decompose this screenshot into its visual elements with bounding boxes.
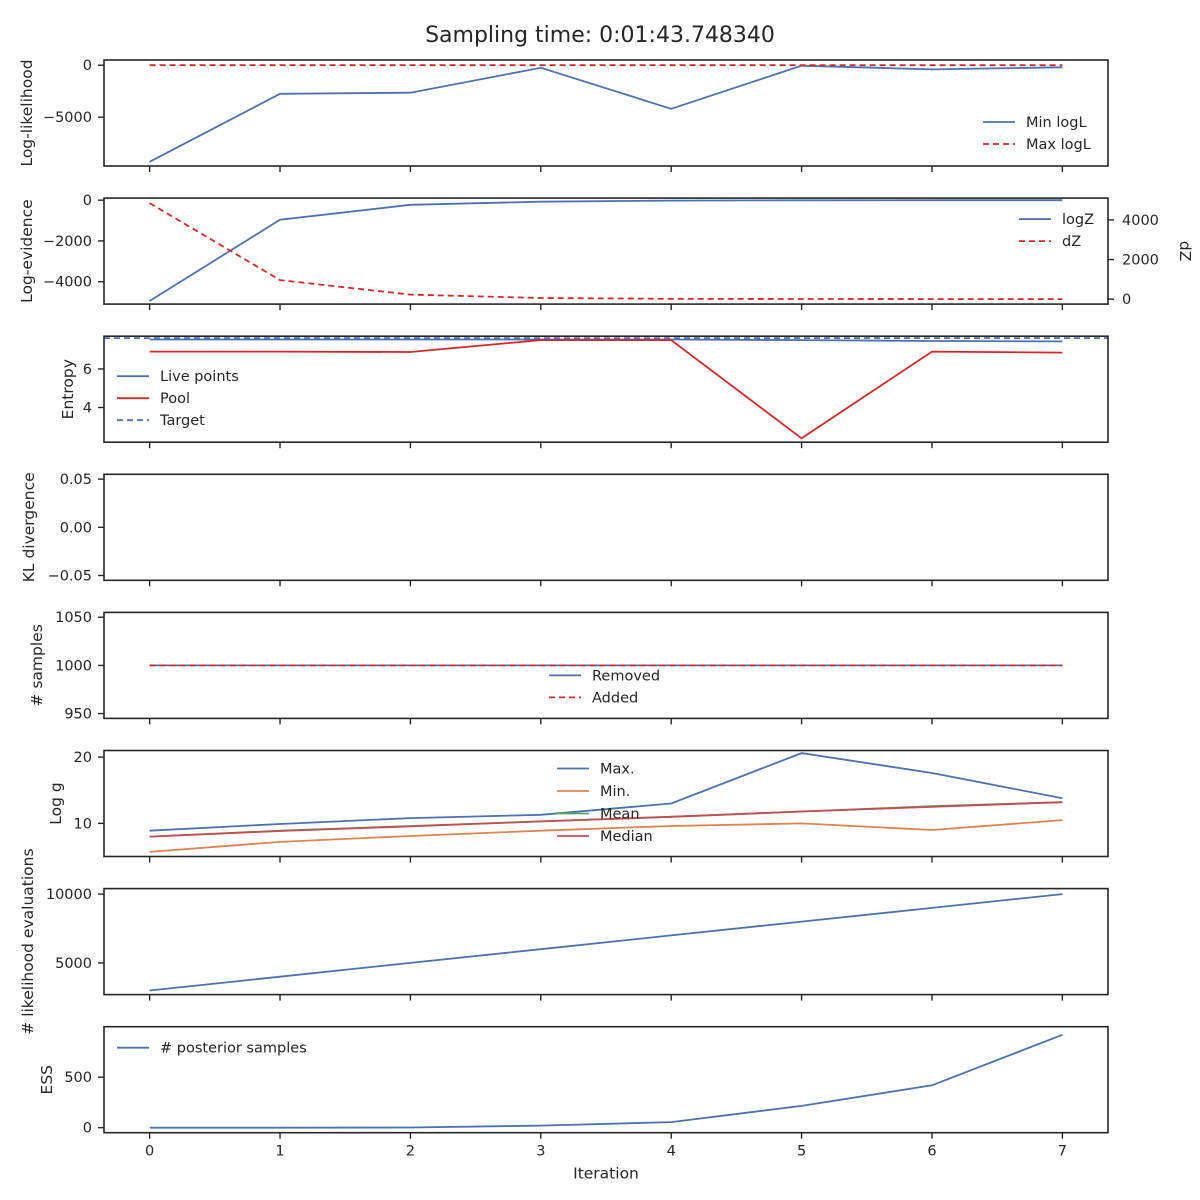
y-tick-label: −2000 [43, 234, 92, 250]
y2-tick-label: 4000 [1122, 213, 1159, 229]
y-tick-label: 950 [64, 707, 92, 723]
legend-label: # posterior samples [160, 1041, 307, 1057]
y-axis-label: Log-likelihood [18, 59, 36, 166]
series-line-median [149, 801, 1063, 838]
y-axis-label: Log g [47, 782, 65, 824]
y-tick-label: 20 [74, 750, 92, 766]
subplot-frame [103, 335, 1109, 444]
y-tick-label: 1000 [55, 658, 92, 674]
subplot-frame [103, 749, 1109, 858]
subplot-3: 4 6 Entropy Live points Pool Target [59, 335, 1109, 449]
legend-label: Min logL [1026, 115, 1087, 131]
x-axis-label: Iteration [573, 1165, 639, 1183]
y-axis-label: Log-evidence [18, 199, 36, 303]
y-axis-label: # samples [28, 624, 46, 706]
y-axis-label: ESS [38, 1065, 56, 1094]
subplot-stack: 0 −5000 Log-likelihood Min logL Max logL 0 −20… [18, 58, 1194, 1183]
legend-label: Min. [600, 784, 630, 800]
subplot-frame [103, 473, 1109, 582]
legend-label: logZ [1062, 212, 1094, 228]
subplot-5: 1050 1000 950 # samples Removed Added [28, 610, 1109, 725]
x-tick-label: 0 [145, 1144, 154, 1160]
subplot-frame [103, 197, 1109, 305]
y-tick-label: −4000 [43, 275, 92, 291]
y-tick-label: −5000 [43, 110, 92, 126]
figure-title: Sampling time: 0:01:43.748340 [425, 23, 775, 48]
subplot-lines [149, 893, 1063, 992]
legend-label: Max logL [1026, 137, 1091, 153]
x-tick-label: 3 [536, 1144, 545, 1160]
series-line-min [149, 819, 1063, 853]
legend: Removed Added [549, 668, 660, 706]
subplot-8: 0 1 2 3 4 5 6 7 500 0 ESS Iteration # posterior samp… [38, 1025, 1109, 1183]
y2-axis-label: dZ [1176, 241, 1194, 261]
y-tick-label: 1050 [55, 610, 92, 626]
y-tick-label: 0 [83, 1121, 92, 1137]
y-tick-label: 4 [83, 401, 92, 417]
subplot-4: 0.05 0.00 −0.05 KL divergence [20, 472, 1109, 587]
legend: Min logL Max logL [983, 115, 1091, 153]
subplot-1: 0 −5000 Log-likelihood Min logL Max logL [18, 58, 1109, 172]
x-tick-label: 1 [275, 1144, 284, 1160]
subplot-lines [149, 752, 1063, 853]
legend-label: dZ [1062, 234, 1081, 250]
x-tick-label: 4 [667, 1144, 676, 1160]
y-tick-label: 0 [83, 58, 92, 74]
y-axis-label: KL divergence [20, 472, 38, 582]
series-line-main [149, 893, 1063, 992]
series-line-logz [149, 199, 1063, 302]
y-tick-label: 5000 [55, 956, 92, 972]
y-tick-label: 10 [74, 816, 92, 832]
legend-label: Max. [600, 762, 635, 778]
legend-label: Live points [160, 369, 239, 385]
legend-label: Added [592, 690, 638, 706]
y-tick-label: 6 [83, 362, 92, 378]
subplot-2: 0 −2000 −4000 0 2000 4000 dZ Log-evidence logZ dZ [18, 193, 1194, 311]
legend-label: Pool [160, 391, 190, 407]
subplot-frame [103, 1025, 1109, 1134]
subplot-6: 20 10 Log g Max. Min. Mean Median [47, 749, 1109, 863]
series-line-dz [149, 202, 1063, 301]
legend: # posterior samples [117, 1041, 307, 1057]
y2-tick-label: 2000 [1122, 253, 1159, 269]
y-tick-label: 0 [83, 193, 92, 209]
legend: Max. Min. Mean Median [557, 762, 653, 845]
legend-label: Removed [592, 668, 660, 684]
x-tick-label: 2 [406, 1144, 415, 1160]
series-line-min-logl [149, 64, 1063, 163]
subplot-lines [149, 199, 1063, 302]
y-tick-label: 10000 [46, 887, 92, 903]
y-tick-label: 0.05 [60, 472, 92, 488]
subplot-lines [104, 337, 1108, 440]
series-line-pool [149, 339, 1063, 440]
subplot-frame [103, 59, 1109, 167]
subplot-lines [149, 64, 1063, 163]
series-line-posterior-samples [149, 1033, 1063, 1129]
y-tick-label: 500 [64, 1070, 92, 1086]
subplot-7: 10000 5000 # likelihood evaluations [19, 848, 1109, 1035]
x-tick-label: 5 [797, 1144, 806, 1160]
legend: Live points Pool Target [117, 369, 239, 429]
y2-tick-label: 0 [1122, 292, 1131, 308]
series-line-max [149, 752, 1063, 832]
legend-label: Median [600, 829, 653, 845]
x-tick-label: 7 [1058, 1144, 1067, 1160]
x-tick-label: 6 [927, 1144, 936, 1160]
subplot-lines [149, 1033, 1063, 1129]
legend: logZ dZ [1019, 212, 1094, 250]
y-axis-label: Entropy [59, 359, 77, 419]
legend-label: Mean [600, 807, 640, 823]
subplot-frame [103, 887, 1109, 996]
y-tick-label: 0.00 [60, 520, 92, 536]
y-axis-label: # likelihood evaluations [19, 848, 37, 1034]
y-tick-label: −0.05 [48, 568, 92, 584]
legend-label: Target [159, 413, 205, 429]
